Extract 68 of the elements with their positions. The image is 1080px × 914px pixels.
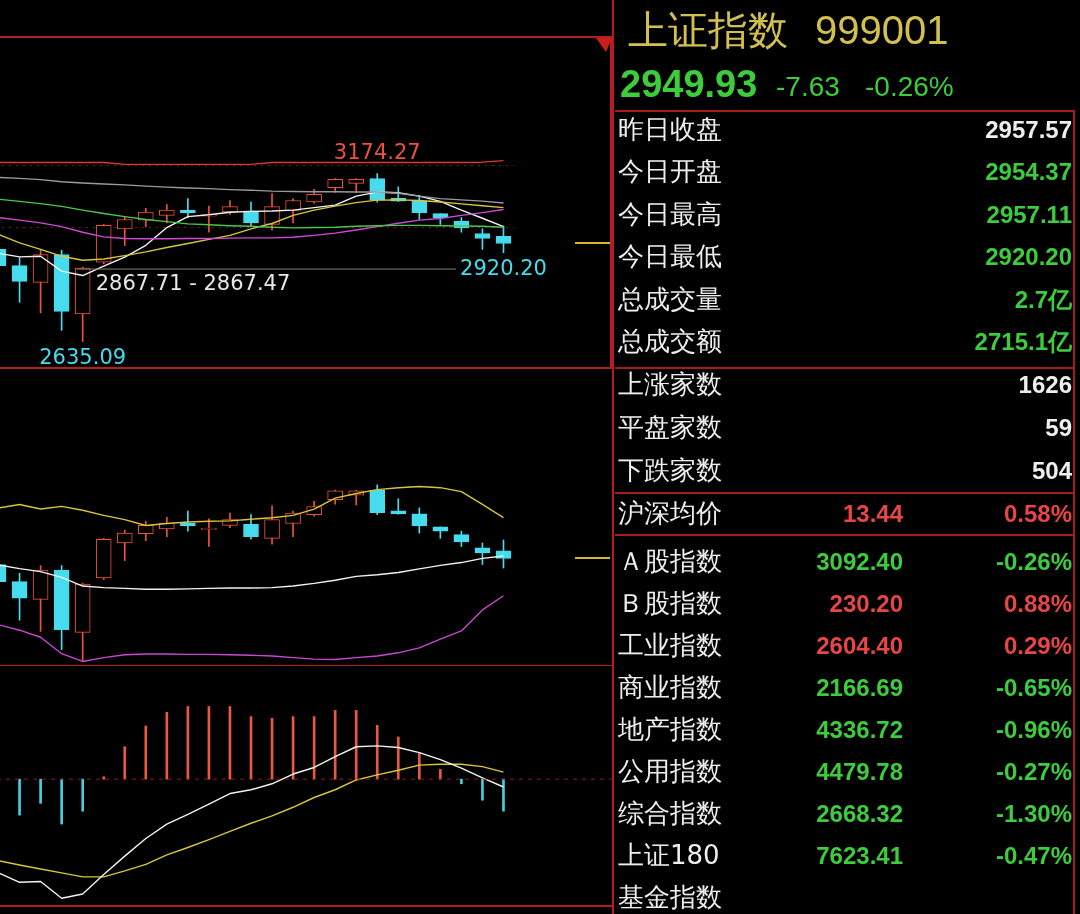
text: -0.47% bbox=[995, 842, 1072, 869]
text: 总成交额 bbox=[618, 326, 722, 356]
text: 上涨家数 bbox=[618, 369, 722, 399]
annotation: 2635.09 bbox=[39, 344, 127, 369]
text: 4336.72 bbox=[816, 716, 903, 743]
text: 2604.40 bbox=[816, 632, 903, 659]
text: 3092.40 bbox=[816, 548, 903, 575]
text: 今日最高 bbox=[618, 198, 722, 229]
text: 2715.1亿 bbox=[974, 328, 1072, 355]
text: 2166.69 bbox=[816, 674, 903, 701]
text: 504 bbox=[1031, 457, 1072, 484]
text: 2920.20 bbox=[985, 243, 1072, 271]
bar bbox=[354, 710, 358, 780]
text: 地产指数 bbox=[618, 714, 722, 744]
bar bbox=[39, 778, 42, 804]
text: 公用指数 bbox=[618, 756, 722, 786]
text: 0.29% bbox=[1003, 632, 1072, 659]
text: -1.30% bbox=[995, 800, 1072, 827]
text: -0.96% bbox=[995, 716, 1072, 743]
text: 沪深均价 bbox=[618, 498, 722, 528]
text: -0.26% bbox=[995, 548, 1072, 575]
text: 230.20 bbox=[829, 590, 903, 617]
text: 今日最低 bbox=[618, 241, 722, 272]
text: 商业指数 bbox=[618, 672, 722, 702]
text: -7.63 bbox=[776, 71, 840, 102]
text: 基金指数 bbox=[618, 882, 722, 912]
bar bbox=[144, 725, 148, 780]
text: 4479.78 bbox=[816, 758, 903, 785]
text: 0.88% bbox=[1003, 590, 1072, 617]
text: 2957.11 bbox=[986, 200, 1072, 228]
bar bbox=[502, 778, 505, 812]
text: 59 bbox=[1045, 414, 1072, 441]
text: 1626 bbox=[1018, 371, 1072, 398]
text: -0.26% bbox=[865, 71, 954, 102]
text: 综合指数 bbox=[618, 798, 722, 828]
bar bbox=[396, 736, 400, 780]
text: 7623.41 bbox=[816, 842, 903, 869]
annotation: 3174.27 bbox=[333, 139, 421, 164]
text: 昨日收盘 bbox=[618, 114, 722, 144]
text: 2.7亿 bbox=[1014, 285, 1072, 313]
bar bbox=[102, 776, 106, 780]
annotation: 2920.20 bbox=[460, 255, 547, 280]
text: Ｂ股指数 bbox=[618, 588, 722, 618]
bar bbox=[460, 778, 463, 785]
ref-line-label: 2867.71 - 2867.47 bbox=[95, 271, 291, 296]
text: 下跌家数 bbox=[618, 455, 722, 485]
text: 今日开盘 bbox=[618, 156, 722, 187]
text: 2668.32 bbox=[816, 800, 903, 827]
bar bbox=[481, 778, 484, 801]
bar bbox=[123, 746, 127, 780]
bar bbox=[375, 724, 379, 780]
text: 13.44 bbox=[842, 500, 903, 527]
text: -0.27% bbox=[995, 758, 1072, 785]
text: 工业指数 bbox=[618, 630, 722, 660]
bar bbox=[18, 778, 21, 816]
bar bbox=[81, 778, 85, 812]
text: Ａ股指数 bbox=[618, 546, 722, 576]
text: 上证指数 999001 bbox=[628, 8, 949, 52]
text: -0.65% bbox=[995, 674, 1072, 701]
candlestick bbox=[390, 498, 407, 515]
text: 上证180 bbox=[618, 840, 720, 870]
bar bbox=[60, 778, 63, 825]
text: 2957.57 bbox=[985, 116, 1072, 143]
text: 2954.37 bbox=[985, 158, 1072, 186]
text: 总成交量 bbox=[618, 283, 722, 314]
text: 平盘家数 bbox=[618, 412, 722, 442]
text: 2949.93 bbox=[620, 63, 758, 105]
text: 0.58% bbox=[1003, 500, 1072, 527]
